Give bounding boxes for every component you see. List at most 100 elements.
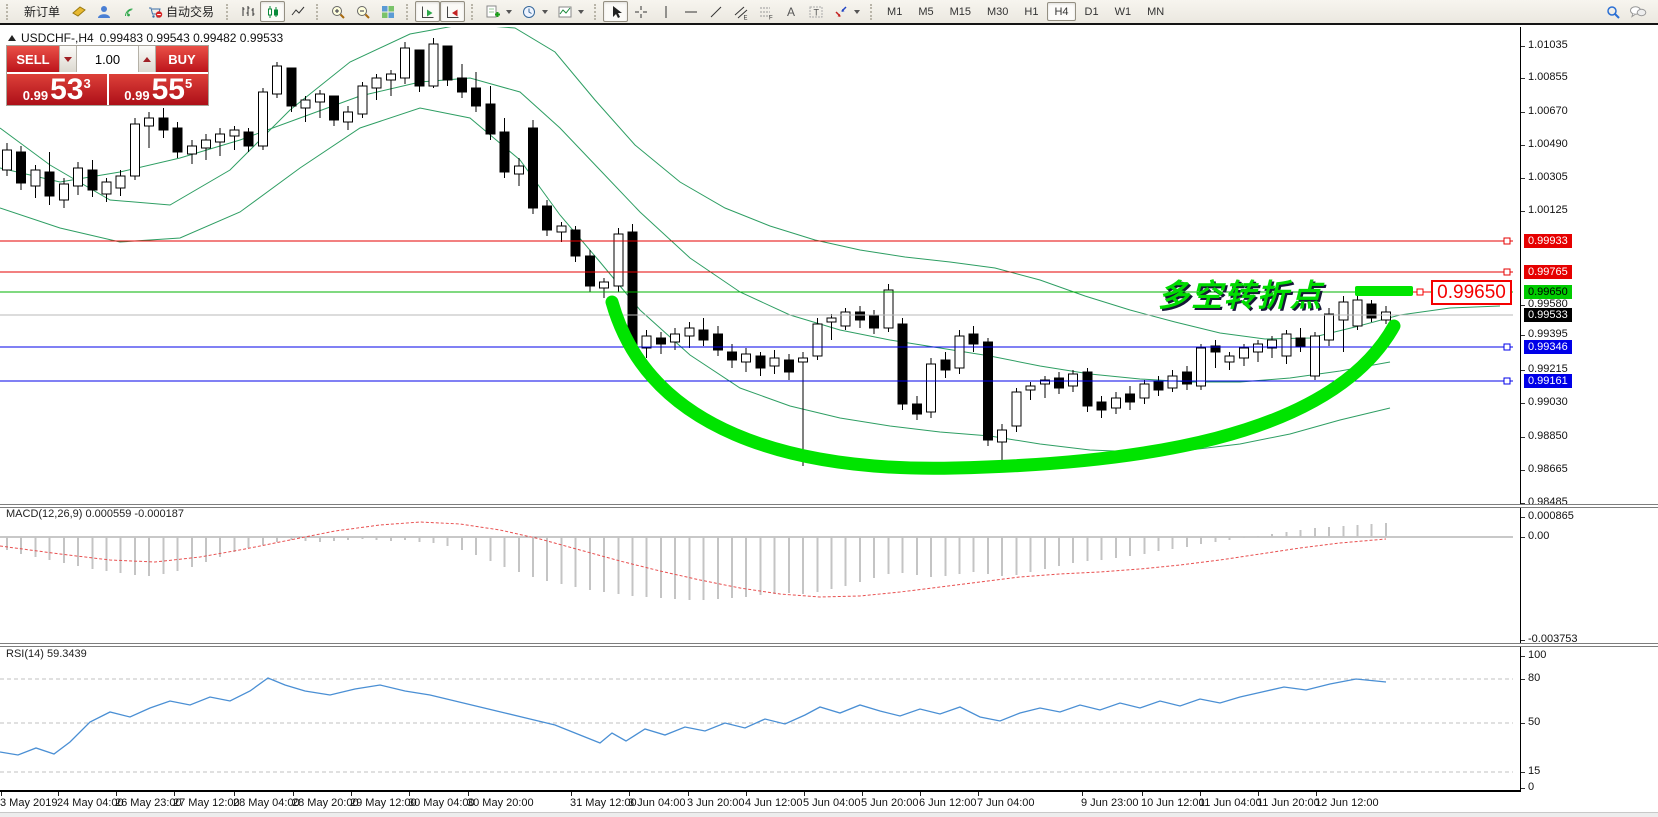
chart-canvas[interactable] — [0, 27, 1520, 790]
time-tick-mark — [409, 792, 410, 796]
equidistant-channel-icon[interactable]: E — [728, 1, 753, 22]
timeframe-button-H1[interactable]: H1 — [1024, 5, 1039, 18]
time-tick-mark — [862, 792, 863, 796]
buy-price-box[interactable]: 0.99 55 5 — [106, 74, 208, 105]
timeframe-button-H4[interactable]: H4 — [1047, 2, 1076, 21]
timeframe-button-M1[interactable]: M1 — [887, 5, 903, 18]
volume-decrease-button[interactable] — [59, 46, 77, 72]
svg-text:E: E — [743, 15, 747, 20]
price-tick-mark — [1521, 178, 1525, 179]
annotation-marker — [1355, 286, 1413, 296]
timeframe-button-MN[interactable]: MN — [1147, 5, 1165, 18]
price-tick-label: 1.00305 — [1528, 171, 1568, 183]
new-chart-icon[interactable] — [480, 1, 505, 22]
chat-icon[interactable] — [1625, 1, 1650, 22]
horizontal-line-icon[interactable] — [678, 1, 703, 22]
macd-tick-mark — [1521, 537, 1525, 538]
time-tick-mark — [978, 792, 979, 796]
toolbar-grip — [226, 3, 231, 20]
rsi-tick-mark — [1521, 788, 1525, 789]
text-icon[interactable]: A — [778, 1, 803, 22]
cursor-icon[interactable] — [603, 1, 629, 22]
pane-separator-rsi[interactable] — [0, 643, 1658, 647]
timeframe-button-W1[interactable]: W1 — [1114, 5, 1132, 18]
time-tick-label: 7 Jun 04:00 — [977, 797, 1035, 809]
fibonacci-icon[interactable]: F — [753, 1, 778, 22]
time-tick-label: 5 Jun 04:00 — [803, 797, 861, 809]
candlestick-chart-icon[interactable] — [260, 1, 286, 22]
price-tick-mark — [1521, 112, 1525, 113]
new-order-button[interactable]: 新订单 — [15, 1, 66, 22]
arrows-dropdown-icon[interactable] — [854, 9, 861, 14]
new-order-label: 新订单 — [24, 5, 61, 19]
time-tick-label: 26 May 23:00 — [115, 797, 182, 809]
autotrading-button[interactable]: 自动交易 — [141, 1, 220, 22]
price-chip-0.99161: 0.99161 — [1524, 374, 1572, 388]
buy-button[interactable]: BUY — [156, 46, 208, 72]
sell-button[interactable]: SELL — [7, 46, 59, 72]
period-dropdown-icon[interactable] — [542, 9, 549, 14]
time-tick-label: 3 Jun 20:00 — [687, 797, 745, 809]
collapse-arrow-icon[interactable] — [8, 35, 16, 41]
line-chart-icon[interactable] — [285, 1, 310, 22]
bar-chart-icon[interactable] — [235, 1, 260, 22]
price-tick-mark — [1521, 403, 1525, 404]
price-tick-label: 0.99395 — [1528, 328, 1568, 340]
time-tick-label: 9 Jun 23:00 — [1081, 797, 1139, 809]
time-tick-label: 29 May 12:00 — [350, 797, 417, 809]
status-bar — [0, 812, 1658, 817]
bollinger-upper — [0, 27, 1501, 340]
macd-tick-label: -0.003753 — [1528, 633, 1578, 645]
zoom-in-icon[interactable] — [325, 1, 350, 22]
chart-shift-icon[interactable] — [440, 1, 466, 22]
price-tick-mark — [1521, 46, 1525, 47]
sell-price-box[interactable]: 0.99 53 3 — [7, 74, 107, 105]
timeframe-button-D1[interactable]: D1 — [1084, 5, 1099, 18]
axis-corner — [1521, 790, 1658, 812]
price-tick-label: 1.00490 — [1528, 138, 1568, 150]
search-icon[interactable] — [1600, 1, 1625, 22]
text-label-icon[interactable]: T — [803, 1, 828, 22]
crosshair-icon[interactable] — [628, 1, 653, 22]
time-tick-label: 28 May 04:00 — [233, 797, 300, 809]
indicators-dropdown-icon[interactable] — [578, 9, 585, 14]
price-tick-mark — [1521, 305, 1525, 306]
macd-tick-label: 0.00 — [1528, 530, 1550, 542]
candlestick-series — [2, 38, 1391, 466]
volume-input[interactable] — [77, 46, 138, 72]
time-axis[interactable]: 3 May 2019 24 May 04:00 26 May 23:00 27 May… — [0, 790, 1521, 812]
time-tick-label: 3 May 2019 — [0, 797, 58, 809]
one-click-trading-panel: SELL BUY 0.99 53 3 0.99 55 5 — [6, 45, 209, 106]
auto-scroll-icon[interactable] — [415, 1, 441, 22]
price-tick-label: 1.01035 — [1528, 39, 1568, 51]
buy-price-sup: 5 — [184, 76, 193, 91]
price-axis[interactable]: 1.01035 1.00855 1.00670 1.00490 1.00305 1.001… — [1520, 27, 1658, 793]
period-clock-icon[interactable] — [516, 1, 541, 22]
signal-icon[interactable] — [116, 1, 141, 22]
zoom-out-icon[interactable] — [350, 1, 375, 22]
indicators-icon[interactable] — [552, 1, 577, 22]
arrows-icon[interactable] — [828, 1, 853, 22]
toolbar: 新订单 自动交易 — [0, 0, 1658, 25]
buy-price-small: 0.99 — [124, 88, 150, 103]
vertical-line-icon[interactable] — [653, 1, 678, 22]
price-chip-0.99533: 0.99533 — [1524, 308, 1572, 322]
new-chart-dropdown-icon[interactable] — [506, 9, 513, 14]
timeframe-button-M30[interactable]: M30 — [987, 5, 1009, 18]
price-tick-mark — [1521, 370, 1525, 371]
volume-increase-button[interactable] — [138, 46, 156, 72]
price-chip-0.99650: 0.99650 — [1524, 285, 1572, 299]
wedge-icon[interactable] — [66, 1, 91, 22]
price-tick-label: 0.99030 — [1528, 396, 1568, 408]
pane-separator-macd[interactable] — [0, 504, 1658, 508]
timeframe-button-M15[interactable]: M15 — [949, 5, 971, 18]
bollinger-bands — [0, 27, 1501, 453]
tile-windows-icon[interactable] — [375, 1, 400, 22]
price-tick-label: 1.00125 — [1528, 204, 1568, 216]
timeframe-button-M5[interactable]: M5 — [918, 5, 934, 18]
ohlc-values: 0.99483 0.99543 0.99482 0.99533 — [99, 31, 284, 45]
trendline-icon[interactable] — [703, 1, 728, 22]
toolbar-grip — [870, 3, 875, 20]
profile-icon[interactable] — [91, 1, 116, 22]
price-tick-mark — [1521, 503, 1525, 504]
